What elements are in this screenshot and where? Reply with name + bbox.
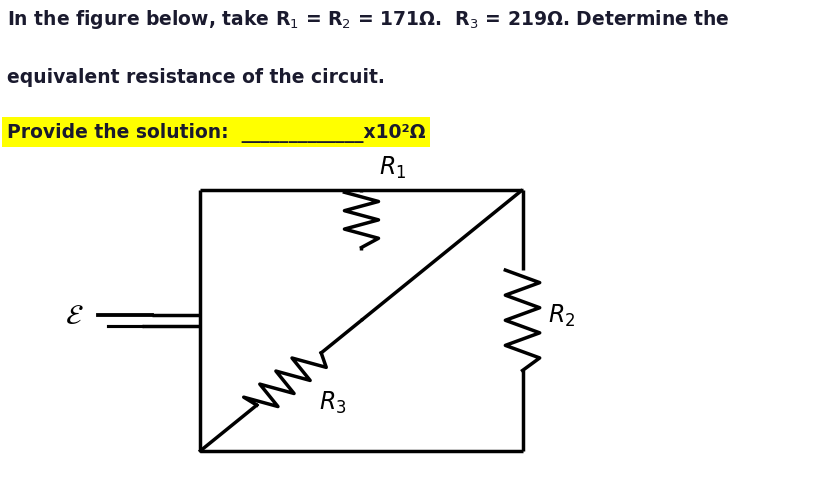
Text: $R_1$: $R_1$ xyxy=(379,154,407,180)
Text: $R_2$: $R_2$ xyxy=(548,303,575,329)
Text: $R_3$: $R_3$ xyxy=(319,389,347,415)
Text: equivalent resistance of the circuit.: equivalent resistance of the circuit. xyxy=(7,68,385,87)
Text: Provide the solution:  _____________x10²Ω: Provide the solution: _____________x10²Ω xyxy=(7,123,426,143)
Text: In the figure below, take R$_1$ = R$_2$ = 171Ω.  R$_3$ = 219Ω. Determine the: In the figure below, take R$_1$ = R$_2$ … xyxy=(7,8,730,31)
Text: $\mathcal{E}$: $\mathcal{E}$ xyxy=(65,302,84,330)
